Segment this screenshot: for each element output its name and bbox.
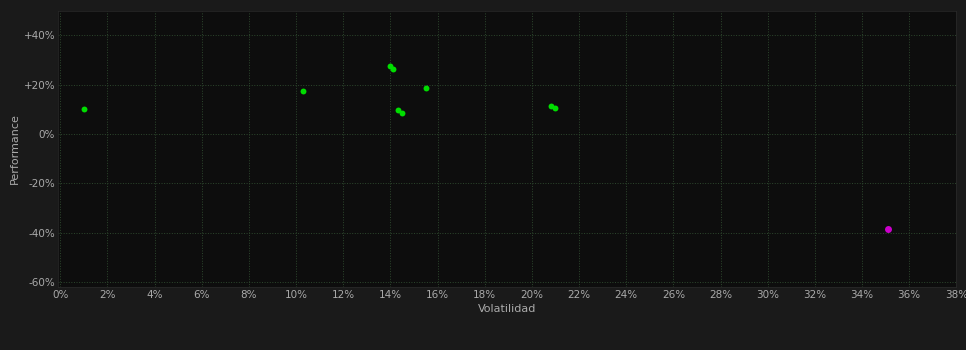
Point [385, 66, 401, 71]
Point [383, 63, 398, 69]
Point [548, 105, 563, 111]
Point [418, 85, 434, 91]
Point [76, 106, 92, 112]
Point [394, 110, 410, 116]
Y-axis label: Performance: Performance [10, 113, 19, 184]
X-axis label: Volatilidad: Volatilidad [478, 304, 536, 314]
Point [389, 108, 405, 113]
Point [296, 88, 311, 93]
Point [543, 103, 558, 108]
Point [880, 226, 895, 232]
